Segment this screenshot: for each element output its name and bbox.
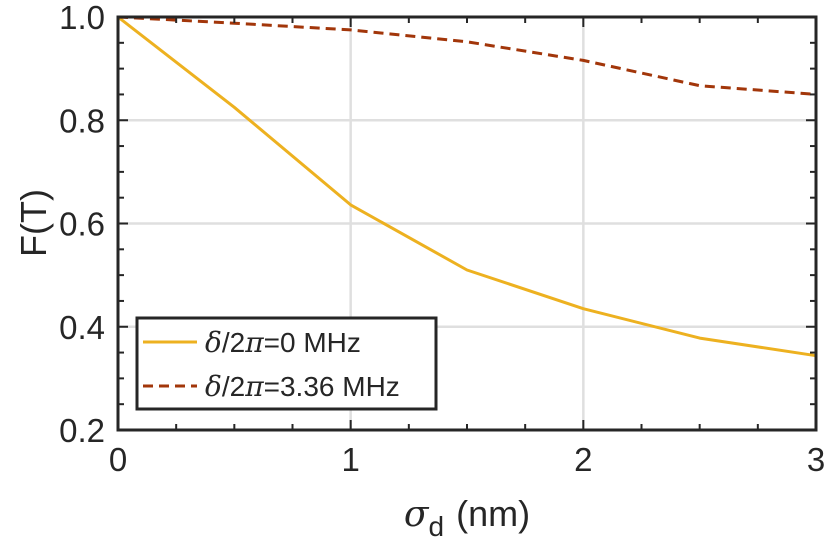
x-axis-label-symbol: σ <box>404 494 430 535</box>
x-tick-label: 1 <box>341 441 359 478</box>
tick-labels: 0 1 2 3 0.2 0.4 0.6 0.8 1.0 <box>59 0 825 478</box>
y-tick-label: 1.0 <box>59 0 105 36</box>
series-lines <box>117 15 817 358</box>
x-axis-label: σd (nm) <box>404 493 530 542</box>
series-line-dashed <box>117 15 817 96</box>
y-tick-label: 0.2 <box>59 412 105 449</box>
legend-label-solid: δ/2π=0 MHz <box>205 326 361 359</box>
legend-box <box>135 316 438 411</box>
x-axis-label-unit: (nm) <box>456 493 530 534</box>
legend-label-dashed: δ/2π=3.36 MHz <box>205 370 400 403</box>
x-tick-label: 0 <box>109 441 127 478</box>
x-axis-label-subscript: d <box>429 511 445 542</box>
x-tick-label: 2 <box>574 441 592 478</box>
series-line-solid <box>117 15 817 358</box>
y-tick-label: 0.6 <box>59 206 105 243</box>
y-axis-label: F(T) <box>13 189 54 257</box>
legend: δ/2π=0 MHz δ/2π=3.36 MHz <box>135 316 438 411</box>
y-tick-label: 0.4 <box>59 309 105 346</box>
x-tick-label: 3 <box>807 441 825 478</box>
axis-ticks <box>117 16 817 431</box>
y-tick-label: 0.8 <box>59 102 105 139</box>
